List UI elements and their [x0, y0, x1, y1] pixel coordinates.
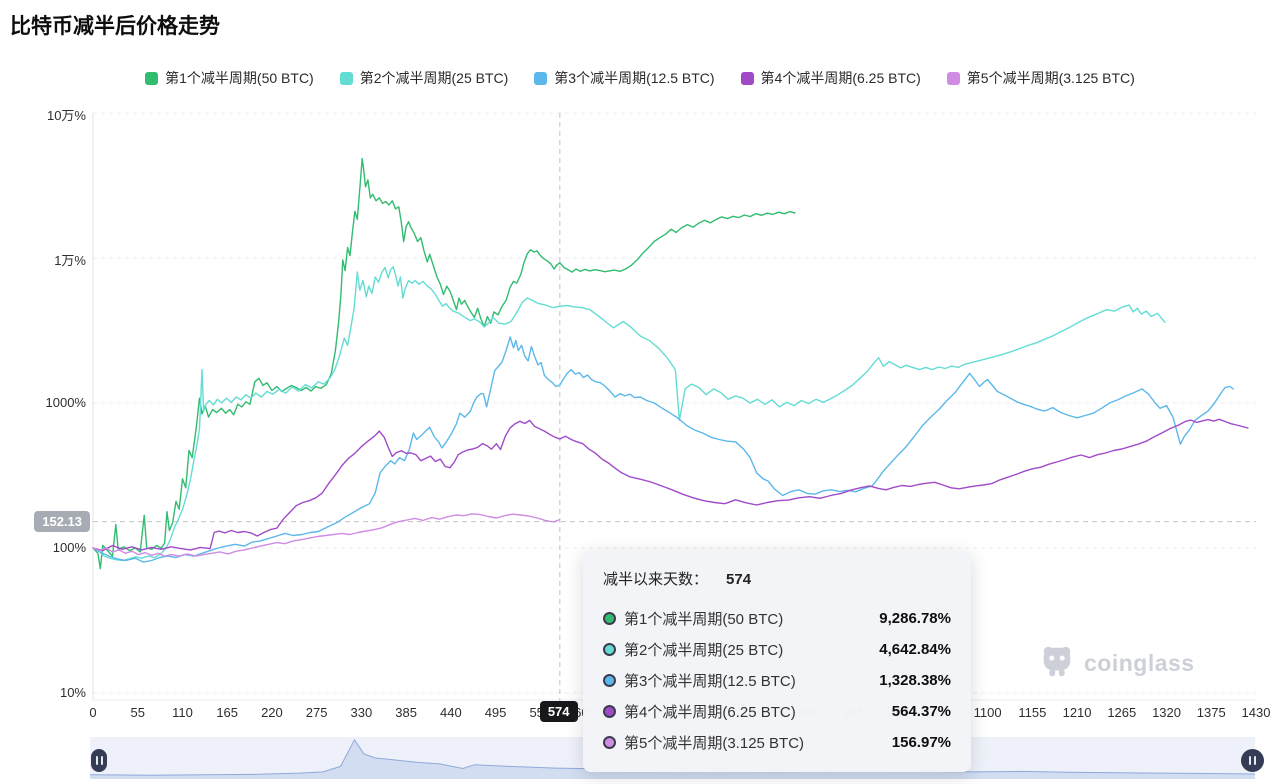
x-axis-label: 1210 [1062, 705, 1092, 720]
x-axis-label: 1155 [1018, 705, 1047, 720]
y-axis-label: 10% [59, 685, 86, 700]
tooltip-series-marker-icon [603, 643, 616, 656]
tooltip-row: 第1个减半周期(50 BTC) 9,286.78% [603, 603, 951, 634]
y-axis-label: 100% [52, 540, 86, 555]
tooltip-series-value: 564.37% [891, 703, 951, 720]
tooltip-row: 第5个减半周期(3.125 BTC) 156.97% [603, 727, 951, 758]
watermark-text: coinglass [1084, 650, 1195, 676]
legend-item-4[interactable]: 第4个减半周期(6.25 BTC) [740, 68, 921, 88]
navigator-outline [89, 738, 1256, 776]
series-line-3 [92, 336, 1234, 563]
x-axis-label: 1320 [1152, 705, 1181, 720]
x-axis-label: 165 [216, 705, 239, 720]
legend-label: 第2个减半周期(25 BTC) [359, 70, 509, 86]
legend-swatch-icon [740, 71, 754, 85]
legend-item-3[interactable]: 第3个减半周期(12.5 BTC) [534, 68, 715, 88]
x-axis-label: 385 [395, 705, 417, 720]
navigator-area-chart [89, 738, 1256, 779]
legend-item-1[interactable]: 第1个减半周期(50 BTC) [145, 68, 314, 88]
tooltip-series-label: 第5个减半周期(3.125 BTC) [624, 735, 805, 752]
x-axis-label: 220 [261, 705, 283, 720]
page-title: 比特币减半后价格走势 [10, 15, 220, 38]
legend-label: 第4个减半周期(6.25 BTC) [760, 70, 921, 86]
tooltip-row: 第2个减半周期(25 BTC) 4,642.84% [603, 634, 951, 665]
x-axis-label: 110 [172, 705, 193, 720]
legend-swatch-icon [534, 71, 548, 85]
legend-swatch-icon [339, 71, 353, 85]
navigator-left-handle[interactable] [91, 749, 107, 772]
tooltip-series-label: 第4个减半周期(6.25 BTC) [624, 704, 796, 721]
tooltip-series-marker-icon [603, 612, 616, 625]
tooltip-series-label: 第1个减半周期(50 BTC) [624, 611, 784, 628]
legend-item-2[interactable]: 第2个减半周期(25 BTC) [339, 68, 509, 88]
legend-label: 第5个减半周期(3.125 BTC) [966, 70, 1135, 86]
tooltip-series-marker-icon [603, 674, 616, 687]
y-axis-label: 1000% [45, 395, 86, 410]
tooltip-series-value: 9,286.78% [879, 610, 951, 627]
series-line-5 [92, 513, 561, 557]
series-line-1 [92, 157, 796, 570]
x-axis-label: 495 [484, 705, 507, 720]
navigator-area [90, 739, 1255, 779]
legend-swatch-icon [946, 71, 960, 85]
tooltip-series-label: 第3个减半周期(12.5 BTC) [624, 673, 796, 690]
x-axis-label: 330 [350, 705, 373, 720]
crosshair-y-badge: 152.13 [34, 510, 90, 532]
tooltip-row: 第3个减半周期(12.5 BTC) 1,328.38% [603, 665, 951, 696]
crosshair-x-badge: 574 [539, 701, 578, 722]
series-line-4 [92, 418, 1249, 552]
tooltip-series-value: 4,642.84% [879, 641, 951, 658]
coinglass-mascot-icon [1038, 642, 1076, 685]
x-axis-label: 0 [89, 705, 97, 720]
tooltip-series-value: 1,328.38% [879, 672, 951, 689]
x-axis-label: 275 [305, 705, 328, 720]
chart-legend: 第1个减半周期(50 BTC) 第2个减半周期(25 BTC) 第3个减半周期(12… [0, 68, 1280, 88]
x-axis-label: 55 [130, 705, 145, 720]
legend-item-5[interactable]: 第5个减半周期(3.125 BTC) [946, 68, 1135, 88]
x-axis-label: 1430 [1241, 705, 1271, 720]
chart-tooltip: 减半以来天数： 574 第1个减半周期(50 BTC) 9,286.78% 第2个减半… [583, 551, 971, 772]
x-axis-label: 1375 [1196, 705, 1226, 720]
series-line-2 [92, 266, 1166, 562]
x-axis-label: 440 [439, 705, 462, 720]
tooltip-series-marker-icon [603, 705, 616, 718]
tooltip-title-value: 574 [726, 571, 752, 588]
legend-swatch-icon [145, 71, 159, 85]
tooltip-title-label: 减半以来天数： [603, 571, 709, 588]
tooltip-series-label: 第2个减半周期(25 BTC) [624, 642, 784, 659]
coinglass-watermark: coinglass [1038, 642, 1195, 685]
x-axis-label: 1265 [1107, 705, 1137, 720]
tooltip-row: 第4个减半周期(6.25 BTC) 564.37% [603, 696, 951, 727]
tooltip-title: 减半以来天数： 574 [603, 568, 951, 589]
tooltip-series-marker-icon [603, 736, 616, 749]
legend-label: 第1个减半周期(50 BTC) [165, 70, 314, 86]
y-axis-label: 10万% [46, 108, 86, 123]
legend-label: 第3个减半周期(12.5 BTC) [554, 70, 715, 86]
navigator-right-handle[interactable] [1241, 749, 1264, 772]
tooltip-series-value: 156.97% [891, 734, 951, 751]
x-axis-label: 1100 [973, 705, 1002, 720]
y-axis-label: 1万% [54, 253, 86, 268]
